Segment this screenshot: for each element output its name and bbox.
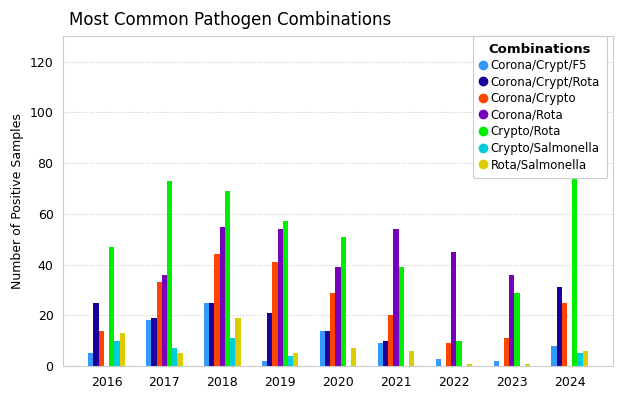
Text: Most Common Pathogen Combinations: Most Common Pathogen Combinations [69,11,391,29]
Bar [109,247,114,366]
Bar [283,222,288,366]
Bar [393,229,399,366]
Bar [330,292,336,366]
Bar [120,333,125,366]
Bar [209,303,215,366]
Bar [583,351,588,366]
Bar [436,358,441,366]
Bar [146,320,152,366]
Bar [562,303,567,366]
Bar [230,338,235,366]
Bar [157,282,162,366]
Bar [114,341,120,366]
Bar [325,331,330,366]
Bar [152,318,157,366]
Bar [94,303,99,366]
Bar [577,354,583,366]
Bar [162,275,167,366]
Bar [293,354,298,366]
Bar [446,343,451,366]
Bar [451,252,457,366]
Bar [215,254,220,366]
Bar [383,341,388,366]
Bar [204,303,209,366]
Bar [552,346,557,366]
Bar [351,348,356,366]
Bar [225,191,230,366]
Bar [378,343,383,366]
Bar [172,348,177,366]
Bar [388,316,393,366]
Bar [341,237,346,366]
Bar [272,262,278,366]
Bar [509,275,514,366]
Bar [177,354,183,366]
Bar [494,361,499,366]
Bar [525,364,530,366]
Bar [399,267,404,366]
Bar [557,288,562,366]
Bar [88,354,94,366]
Legend: Corona/Crypt/F5, Corona/Crypt/Rota, Corona/Crypto, Corona/Rota, Crypto/Rota, Cry: Corona/Crypt/F5, Corona/Crypt/Rota, Coro… [473,36,607,178]
Y-axis label: Number of Positive Samples: Number of Positive Samples [11,113,24,289]
Bar [167,181,172,366]
Bar [267,313,272,366]
Bar [572,115,577,366]
Bar [409,351,414,366]
Bar [514,292,520,366]
Bar [467,364,472,366]
Bar [504,338,509,366]
Bar [262,361,267,366]
Bar [320,331,325,366]
Bar [336,267,341,366]
Bar [99,331,104,366]
Bar [288,356,293,366]
Bar [235,318,240,366]
Bar [220,226,225,366]
Bar [278,229,283,366]
Bar [457,341,462,366]
